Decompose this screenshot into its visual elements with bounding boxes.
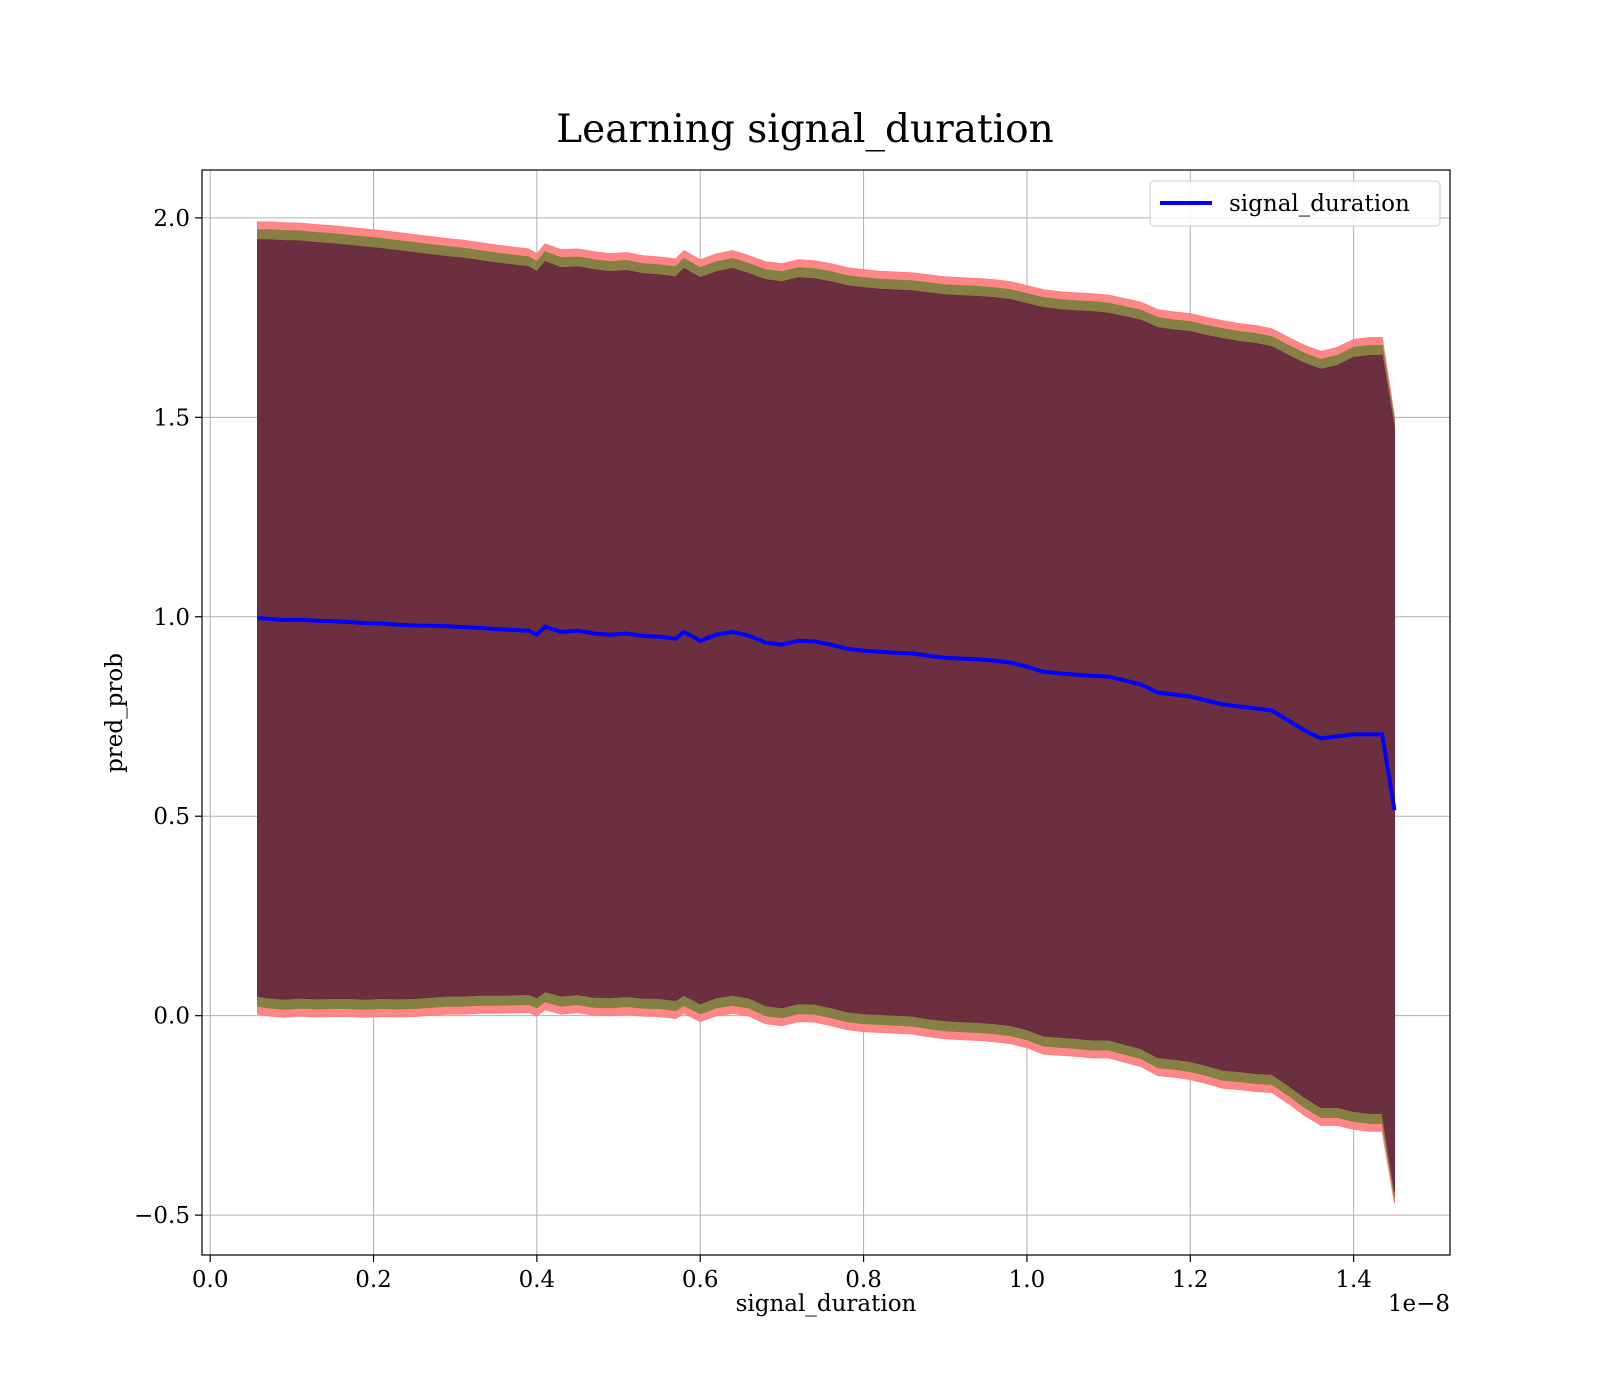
chart-title: Learning signal_duration xyxy=(556,107,1053,152)
plot-frame xyxy=(201,169,1451,1256)
y-tick-label: 2.0 xyxy=(153,206,190,232)
x-tick-label: 1.4 xyxy=(1335,1267,1372,1293)
y-tick-label: 0.0 xyxy=(153,1004,190,1030)
y-tick-label: 0.5 xyxy=(153,804,190,830)
x-axis-label: signal_duration xyxy=(736,1291,917,1317)
ticks: 0.0 0.2 0.4 0.6 0.8 1.0 1.2 1.4 −0.5 0.0 0.5 1.0 1.5… xyxy=(134,206,1372,1293)
y-tick-label: 1.0 xyxy=(153,605,190,631)
y-tick-label: −0.5 xyxy=(134,1203,190,1229)
legend-entry-label: signal_duration xyxy=(1229,191,1410,217)
legend-box xyxy=(1149,180,1441,227)
x-tick-label: 1.0 xyxy=(1009,1267,1046,1293)
x-tick-label: 1.2 xyxy=(1172,1267,1209,1293)
x-tick-label: 0.8 xyxy=(845,1267,882,1293)
series-line xyxy=(257,616,1397,811)
legend: signal_duration xyxy=(1149,180,1441,227)
confidence-band xyxy=(257,239,1395,1192)
y-axis-label: pred_prob xyxy=(102,653,128,773)
x-tick-label: 0.0 xyxy=(192,1267,229,1293)
x-offset-text: 1e−8 xyxy=(1388,1291,1450,1317)
series-lines xyxy=(257,616,1397,811)
x-tick-label: 0.2 xyxy=(355,1267,392,1293)
y-tick-label: 1.5 xyxy=(153,405,190,431)
confidence-bands xyxy=(257,221,1395,1204)
x-tick-label: 0.4 xyxy=(519,1267,556,1293)
x-tick-label: 0.6 xyxy=(682,1267,719,1293)
